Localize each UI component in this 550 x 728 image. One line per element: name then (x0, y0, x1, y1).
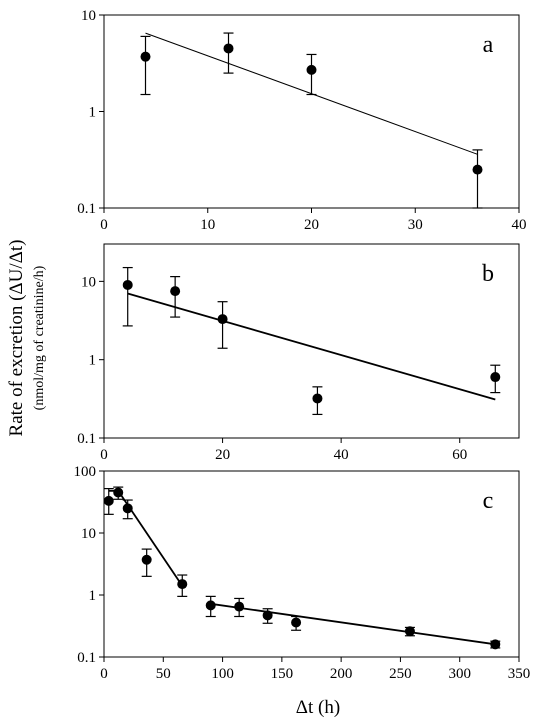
x-tick-label: 300 (448, 666, 471, 682)
fit-line (127, 292, 496, 401)
error-bar (140, 35, 151, 96)
x-tick-label: 20 (215, 447, 230, 463)
x-tick-label: 0 (100, 447, 108, 463)
panel-label: a (483, 32, 494, 58)
x-tick-label: 200 (330, 666, 353, 682)
y-tick-label: 10 (81, 526, 96, 542)
panel-label: c (483, 488, 494, 514)
plot-frame (103, 14, 520, 209)
y-tick-label: 10 (81, 274, 96, 290)
data-point (234, 601, 245, 612)
data-point (472, 164, 483, 175)
x-tick-label: 40 (512, 217, 527, 233)
y-tick-label: 0.1 (77, 650, 96, 666)
chart-panel-a: 0 10 20 30 40 0.1 1 10 a (77, 8, 526, 233)
x-axis-label: Δt (h) (296, 697, 340, 718)
x-tick-label: 100 (211, 666, 234, 682)
x-tick-label: 30 (408, 217, 423, 233)
chart-panel-b: 0 20 40 60 0.1 1 10 b (77, 243, 520, 463)
x-tick-label: 0 (100, 666, 108, 682)
data-point (122, 279, 133, 290)
data-point (103, 495, 114, 506)
data-point (177, 579, 188, 590)
panel-label: b (482, 261, 494, 287)
x-tick-label: 250 (389, 666, 412, 682)
data-point (306, 64, 317, 75)
x-tick-label: 40 (334, 447, 349, 463)
y-tick-label: 0.1 (77, 431, 96, 447)
data-point (490, 639, 501, 650)
plot-frame (103, 470, 520, 658)
plot-frame (103, 243, 520, 439)
x-tick-label: 350 (508, 666, 531, 682)
y-tick-label: 1 (89, 105, 97, 121)
data-point (291, 617, 302, 628)
y-axis-unit-label: (nmol/mg of creatinine/h) (32, 265, 47, 410)
error-bar (472, 149, 483, 209)
x-tick-label: 150 (271, 666, 294, 682)
y-tick-label: 1 (89, 588, 97, 604)
y-tick-label: 1 (89, 353, 97, 369)
data-point (217, 314, 228, 325)
data-point (122, 503, 133, 514)
data-point (113, 487, 124, 498)
fit-line (210, 602, 496, 646)
x-tick-label: 20 (304, 217, 319, 233)
data-point (490, 372, 501, 383)
y-axis-label: Rate of excretion (ΔU/Δt) (6, 240, 27, 437)
data-point (141, 554, 152, 565)
data-point (205, 600, 216, 611)
x-tick-label: 60 (452, 447, 467, 463)
fit-line (108, 489, 184, 587)
y-tick-label: 10 (81, 8, 96, 24)
x-tick-label: 0 (100, 217, 108, 233)
data-point (223, 43, 234, 54)
y-tick-label: 100 (74, 464, 97, 480)
data-point (312, 393, 323, 404)
data-point (404, 626, 415, 637)
data-point (140, 51, 151, 62)
error-bar (217, 301, 228, 349)
y-tick-label: 0.1 (77, 201, 96, 217)
x-tick-label: 50 (156, 666, 171, 682)
error-bar (122, 266, 133, 327)
chart-panel-c: 0 50 100 150 200 250 300 350 0.1 1 10 100 c (74, 464, 531, 682)
data-point (262, 610, 273, 621)
error-bar (170, 276, 181, 318)
x-tick-label: 10 (200, 217, 215, 233)
data-point (170, 286, 181, 297)
